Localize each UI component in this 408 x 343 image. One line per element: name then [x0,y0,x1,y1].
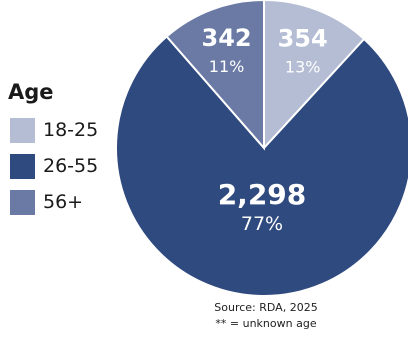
legend-swatch [10,117,35,143]
legend-item-56-plus: 56+ [10,184,98,220]
pie-slice-26-55 [115,35,408,297]
unknown-age-note: ** = unknown age [215,317,317,330]
slice-percent-label: 13% [285,58,321,77]
slice-percent-label: 11% [209,57,245,76]
legend-swatch [10,153,35,179]
legend-label: 56+ [43,191,84,213]
pie-slice-18-25 [263,0,366,151]
slice-value-label: 354 [278,25,328,53]
source-note: Source: RDA, 2025 ** = unknown age [196,300,336,332]
slice-percent-label: 77% [241,213,283,235]
legend-label: 18-25 [43,119,99,141]
legend-title: Age [8,80,54,104]
slice-value-label: 342 [202,24,252,52]
legend-item-18-25: 18-25 [10,112,98,148]
legend: 18-25 26-55 56+ [10,112,98,220]
legend-swatch [10,189,35,215]
legend-label: 26-55 [43,155,99,177]
slice-value-label: 2,298 [218,178,307,211]
source-text: Source: RDA, 2025 [214,301,318,314]
pie-slice-56-plus [165,0,265,151]
legend-item-26-55: 26-55 [10,148,98,184]
